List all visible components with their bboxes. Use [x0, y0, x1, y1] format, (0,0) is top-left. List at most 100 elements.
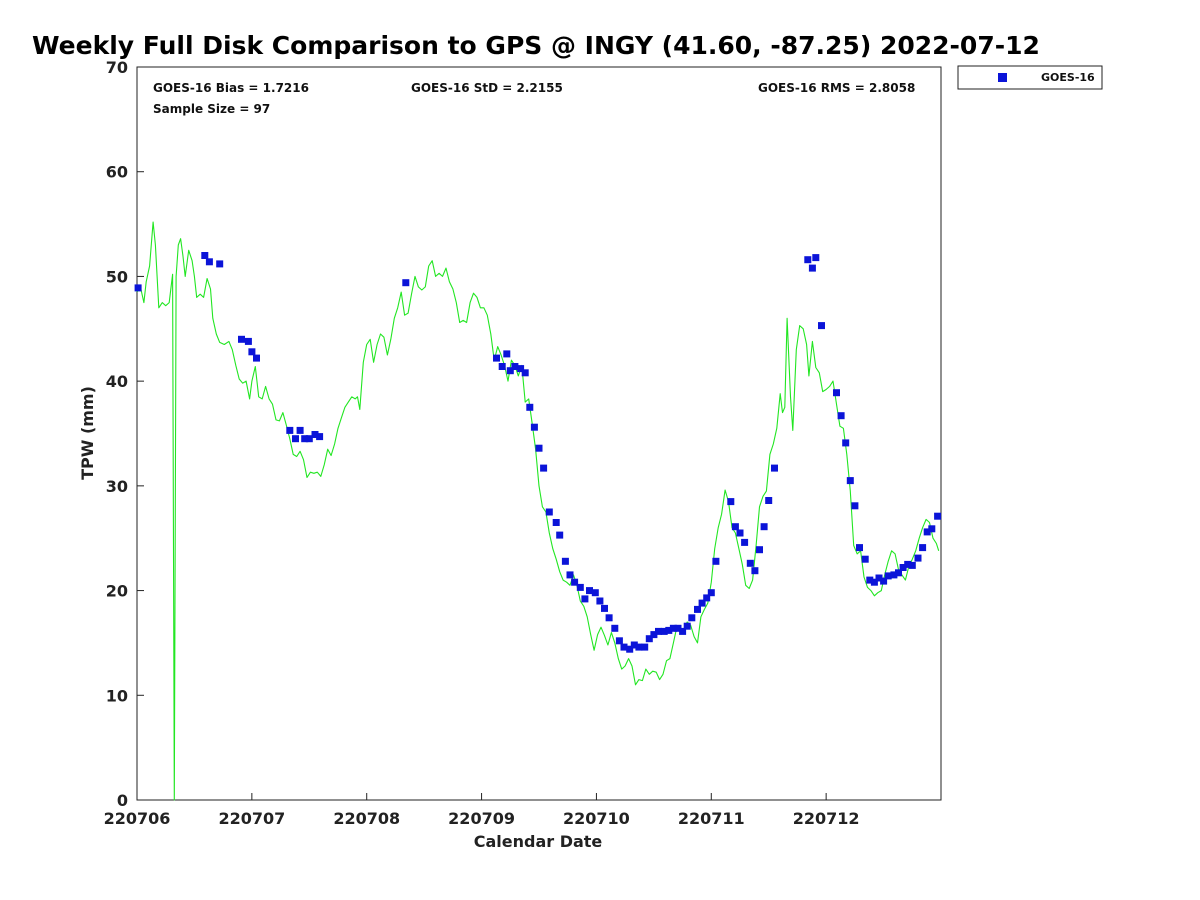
- goes-16-point: [244, 337, 252, 345]
- gps-series-line: [136, 221, 940, 801]
- goes-16-point: [566, 571, 574, 579]
- goes-16-point: [895, 569, 902, 577]
- goes-16-point: [655, 627, 662, 635]
- y-tick-label: 60: [106, 163, 128, 182]
- goes-16-point: [498, 363, 506, 370]
- goes-16-point: [679, 627, 687, 635]
- goes-16-point: [248, 348, 256, 356]
- y-tick-label: 50: [106, 267, 128, 286]
- y-tick-label: 30: [106, 477, 128, 496]
- goes-16-point: [586, 587, 593, 595]
- goes-16-point: [746, 559, 754, 567]
- goes-16-point: [683, 622, 691, 630]
- goes-16-point: [635, 643, 643, 651]
- goes-16-point: [856, 544, 863, 552]
- goes-16-point: [771, 464, 778, 472]
- goes-16-point: [316, 433, 324, 441]
- goes-16-point: [923, 528, 931, 536]
- goes-16-point: [756, 546, 763, 554]
- goes-16-point: [703, 594, 711, 602]
- goes-16-point: [292, 435, 299, 443]
- goes-16-point: [591, 589, 599, 597]
- goes-16-point: [846, 477, 854, 485]
- goes-16-point: [641, 643, 649, 651]
- x-tick-label: 220708: [333, 809, 400, 828]
- goes-16-point: [934, 512, 942, 520]
- goes-16-point: [880, 577, 888, 585]
- legend: GOES-16: [957, 65, 1103, 90]
- x-axis-label: Calendar Date: [474, 832, 603, 851]
- goes-16-point: [615, 637, 623, 645]
- plot-area: [134, 221, 942, 801]
- goes-16-point: [305, 435, 313, 443]
- goes-16-point: [870, 578, 878, 586]
- goes-16-point: [908, 561, 916, 569]
- x-tick-label: 220709: [448, 809, 515, 828]
- plot-frame: [136, 66, 942, 801]
- goes-16-point: [731, 523, 739, 531]
- goes-16-point: [311, 431, 319, 438]
- goes-16-point: [238, 335, 245, 343]
- x-tick-label: 220706: [104, 809, 171, 828]
- x-tick-label: 220707: [218, 809, 285, 828]
- sample-size-stat: Sample Size = 97: [153, 102, 270, 116]
- goes-16-point: [576, 583, 584, 591]
- goes-16-point: [765, 497, 773, 504]
- goes-16-point: [812, 254, 820, 262]
- legend-box: [957, 65, 1103, 90]
- y-tick-label: 70: [106, 58, 128, 77]
- goes-16-point: [698, 599, 706, 607]
- goes-16-point: [818, 322, 825, 330]
- goes-16-point: [919, 544, 927, 552]
- goes-16-point: [665, 626, 673, 634]
- goes-16-point: [540, 464, 548, 472]
- y-tick-label: 0: [117, 791, 128, 810]
- std-stat: GOES-16 StD = 2.2155: [411, 81, 563, 95]
- goes-16-point: [660, 627, 668, 635]
- goes-16-point: [928, 525, 936, 533]
- y-axis-label: TPW (mm): [78, 386, 97, 480]
- y-tick-label: 10: [106, 686, 128, 705]
- legend-marker-goes-16: [998, 73, 1007, 82]
- goes-16-point: [556, 531, 564, 539]
- goes-16-point: [561, 557, 569, 565]
- goes-16-point: [611, 624, 619, 632]
- goes-16-point: [205, 258, 213, 266]
- goes-16-point: [581, 595, 589, 603]
- goes-16-point: [630, 641, 638, 649]
- goes-16-point: [605, 614, 613, 622]
- goes-16-point: [216, 260, 224, 268]
- goes-16-point: [866, 576, 874, 584]
- x-tick-label: 220710: [563, 809, 630, 828]
- goes-16-point: [808, 264, 816, 272]
- goes-16-point: [253, 354, 260, 362]
- goes-16-point: [694, 605, 701, 613]
- x-tick-label: 220711: [678, 809, 745, 828]
- goes-16-point: [674, 624, 682, 632]
- goes-16-point: [601, 604, 608, 612]
- goes-16-point: [851, 502, 859, 510]
- goes-16-point: [669, 624, 677, 632]
- x-tick-labels: 220706 220707 220708 220709 220710 220711 2207…: [104, 809, 860, 828]
- goes-16-point: [760, 523, 768, 531]
- goes-16-point: [626, 645, 634, 653]
- goes-16-point: [904, 560, 912, 568]
- goes-16-point: [506, 367, 514, 375]
- goes-16-point: [712, 557, 720, 565]
- goes-16-point: [526, 403, 534, 411]
- goes-16-point: [833, 389, 840, 397]
- legend-label-goes-16: GOES-16: [1041, 71, 1095, 84]
- goes-16-point: [552, 519, 560, 526]
- goes-16-point: [286, 426, 294, 434]
- goes-16-point: [650, 631, 658, 639]
- goes-16-point: [511, 363, 519, 370]
- goes-16-point: [545, 508, 553, 516]
- goes-16-point: [503, 350, 511, 358]
- goes-16-point: [899, 564, 907, 571]
- goes-16-point: [296, 426, 304, 434]
- goes-16-point: [727, 498, 735, 506]
- axis-ticks: [136, 66, 827, 801]
- goes-16-point: [521, 369, 529, 377]
- y-tick-label: 40: [106, 372, 128, 391]
- goes-16-point: [530, 423, 538, 431]
